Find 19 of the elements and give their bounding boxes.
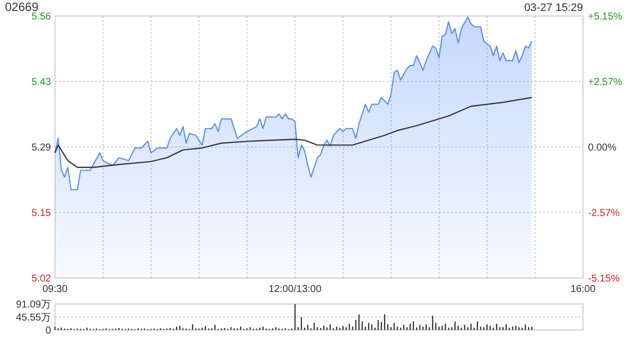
- y-tick-label: 5.02: [32, 274, 52, 284]
- y-tick-label: 5.43: [32, 77, 52, 88]
- y2-tick-label: -5.15%: [588, 274, 620, 284]
- line-series: [54, 96, 532, 168]
- y-tick-label: 45.55万: [16, 312, 51, 324]
- y-tick-label: 0: [45, 326, 52, 336]
- y2-tick-label: +2.57%: [588, 77, 622, 88]
- y2-tick-label: -2.57%: [588, 208, 620, 219]
- y-tick-label: 5.56: [32, 12, 52, 22]
- chart-title: 02669: [5, 0, 39, 14]
- y2-tick-label: +5.15%: [588, 12, 622, 22]
- y-tick-label: 91.09万: [16, 300, 51, 310]
- x-tick-label: 16:00: [570, 284, 596, 295]
- x-tick-label: 09:30: [42, 284, 68, 295]
- x-tick-label: 12:00/13:00: [268, 284, 322, 295]
- y-tick-label: 5.15: [32, 208, 52, 219]
- y2-tick-label: 0.00%: [588, 142, 616, 154]
- chart-subtitle: 03-27 15:29: [524, 2, 583, 14]
- y-tick-label: 5.29: [32, 142, 52, 154]
